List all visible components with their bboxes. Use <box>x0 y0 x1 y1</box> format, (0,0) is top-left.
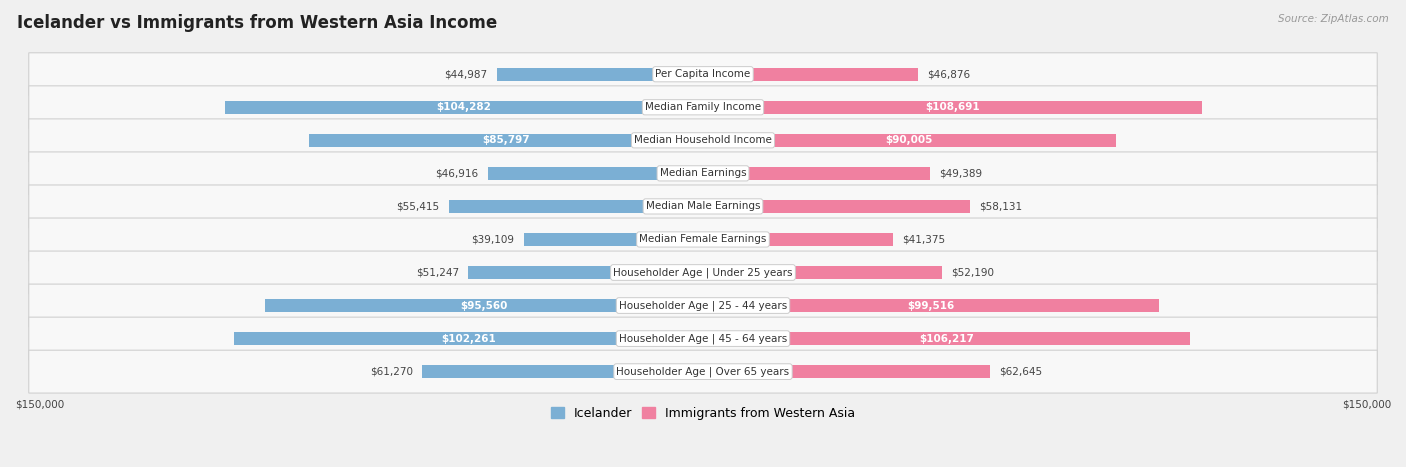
FancyBboxPatch shape <box>28 53 1378 96</box>
Text: Per Capita Income: Per Capita Income <box>655 69 751 79</box>
Text: $104,282: $104,282 <box>436 102 491 112</box>
Bar <box>703 233 893 246</box>
Text: Householder Age | Under 25 years: Householder Age | Under 25 years <box>613 267 793 278</box>
Text: $61,270: $61,270 <box>370 367 413 376</box>
Text: $52,190: $52,190 <box>952 268 994 277</box>
FancyBboxPatch shape <box>28 218 1378 261</box>
Bar <box>703 167 929 180</box>
Bar <box>309 134 703 147</box>
Text: $95,560: $95,560 <box>460 301 508 311</box>
Text: Median Male Earnings: Median Male Earnings <box>645 201 761 212</box>
Bar <box>449 200 703 212</box>
Text: $44,987: $44,987 <box>444 69 488 79</box>
Text: $46,876: $46,876 <box>927 69 970 79</box>
Bar <box>225 101 703 113</box>
Text: $55,415: $55,415 <box>396 201 440 212</box>
Bar <box>233 333 703 345</box>
Text: $39,109: $39,109 <box>471 234 515 244</box>
Text: Householder Age | 25 - 44 years: Householder Age | 25 - 44 years <box>619 300 787 311</box>
Bar <box>703 299 1160 312</box>
Text: $150,000: $150,000 <box>1341 400 1391 410</box>
Bar <box>496 68 703 80</box>
Text: $150,000: $150,000 <box>15 400 65 410</box>
FancyBboxPatch shape <box>28 284 1378 327</box>
Text: $58,131: $58,131 <box>979 201 1022 212</box>
Text: Householder Age | Over 65 years: Householder Age | Over 65 years <box>616 367 790 377</box>
Bar <box>703 365 990 378</box>
Text: Householder Age | 45 - 64 years: Householder Age | 45 - 64 years <box>619 333 787 344</box>
Bar <box>703 266 942 279</box>
Text: Median Female Earnings: Median Female Earnings <box>640 234 766 244</box>
Text: $49,389: $49,389 <box>939 169 981 178</box>
Text: $102,261: $102,261 <box>441 333 496 344</box>
Text: Source: ZipAtlas.com: Source: ZipAtlas.com <box>1278 14 1389 24</box>
Text: $108,691: $108,691 <box>925 102 980 112</box>
Bar <box>703 134 1116 147</box>
Bar <box>703 101 1202 113</box>
Text: $51,247: $51,247 <box>416 268 458 277</box>
Bar <box>703 200 970 212</box>
Text: $62,645: $62,645 <box>1000 367 1043 376</box>
FancyBboxPatch shape <box>28 86 1378 129</box>
Text: $46,916: $46,916 <box>436 169 478 178</box>
Bar <box>703 333 1191 345</box>
FancyBboxPatch shape <box>28 119 1378 162</box>
FancyBboxPatch shape <box>28 152 1378 195</box>
FancyBboxPatch shape <box>28 185 1378 228</box>
Text: $90,005: $90,005 <box>886 135 934 145</box>
Bar <box>264 299 703 312</box>
Bar <box>468 266 703 279</box>
FancyBboxPatch shape <box>28 350 1378 393</box>
FancyBboxPatch shape <box>28 317 1378 360</box>
Bar <box>488 167 703 180</box>
Text: $85,797: $85,797 <box>482 135 530 145</box>
Text: $99,516: $99,516 <box>908 301 955 311</box>
Bar <box>523 233 703 246</box>
Text: $41,375: $41,375 <box>901 234 945 244</box>
Legend: Icelander, Immigrants from Western Asia: Icelander, Immigrants from Western Asia <box>547 402 859 425</box>
Bar <box>703 68 918 80</box>
Text: Icelander vs Immigrants from Western Asia Income: Icelander vs Immigrants from Western Asi… <box>17 14 498 32</box>
Text: Median Family Income: Median Family Income <box>645 102 761 112</box>
Text: Median Earnings: Median Earnings <box>659 169 747 178</box>
Bar <box>422 365 703 378</box>
FancyBboxPatch shape <box>28 251 1378 294</box>
Text: $106,217: $106,217 <box>920 333 974 344</box>
Text: Median Household Income: Median Household Income <box>634 135 772 145</box>
